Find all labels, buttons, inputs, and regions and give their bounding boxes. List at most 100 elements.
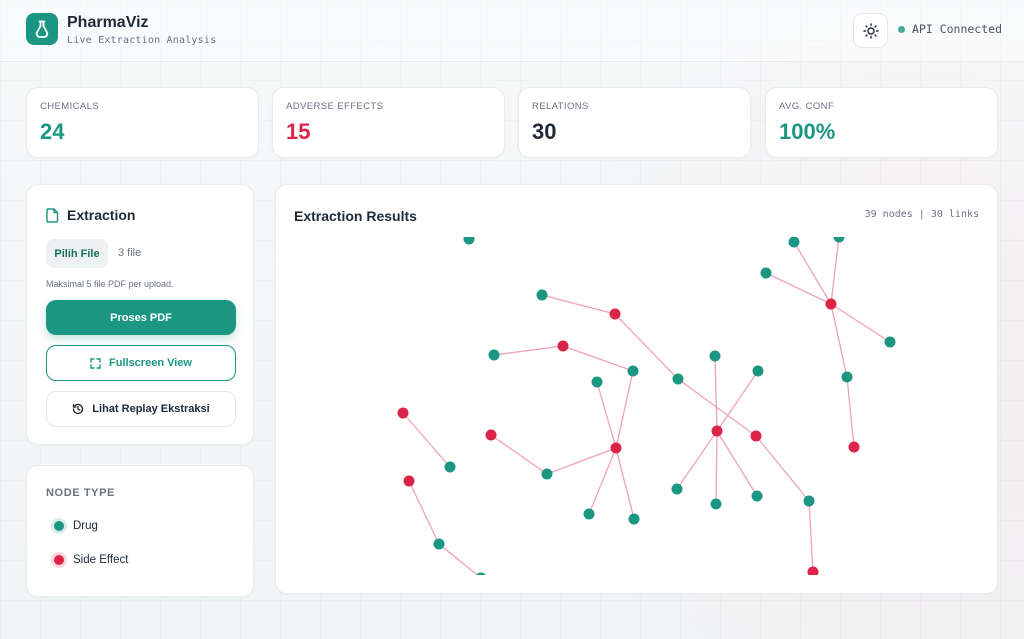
choose-file-button[interactable]: Pilih File — [46, 239, 108, 268]
expand-icon — [90, 357, 101, 369]
graph-link — [793, 241, 832, 305]
drug-node[interactable] — [671, 483, 683, 495]
side-effect-node[interactable] — [557, 340, 569, 352]
legend-item-side-effect: Side Effect — [54, 554, 128, 566]
drug-node[interactable] — [591, 376, 603, 388]
drug-node[interactable] — [833, 232, 845, 243]
side-effect-node[interactable] — [485, 429, 497, 441]
drug-node[interactable] — [476, 572, 487, 584]
drug-node[interactable] — [710, 498, 722, 510]
side-effect-dot-icon — [54, 555, 64, 565]
flask-icon[interactable] — [26, 13, 58, 45]
graph-link — [562, 345, 634, 372]
drug-node[interactable] — [752, 365, 764, 377]
legend-label: Drug — [73, 520, 98, 532]
extraction-panel: Extraction Pilih File 3 file Maksimal 5 … — [26, 184, 254, 445]
graph-link — [614, 313, 679, 380]
fullscreen-view-button[interactable]: Fullscreen View — [46, 345, 236, 381]
drug-dot-icon — [54, 521, 64, 531]
graph-link — [808, 500, 814, 573]
fullscreen-view-label: Fullscreen View — [109, 357, 192, 369]
drug-node[interactable] — [541, 468, 553, 480]
side-effect-node[interactable] — [825, 298, 837, 310]
drug-node[interactable] — [583, 508, 595, 520]
graph-link — [846, 376, 855, 448]
stat-card-chemicals: CHEMICALS 24 — [26, 87, 259, 158]
side-effect-node[interactable] — [711, 425, 723, 437]
graph-link — [438, 543, 479, 575]
graph-link — [596, 381, 617, 449]
stat-card-relations: RELATIONS 30 — [518, 87, 751, 158]
drug-node[interactable] — [841, 371, 853, 383]
drug-node[interactable] — [488, 349, 500, 361]
side-effect-node[interactable] — [610, 442, 622, 454]
app-header: PharmaViz Live Extraction Analysis API C… — [0, 0, 1024, 62]
results-title: Extraction Results — [294, 208, 417, 224]
graph-link — [615, 447, 635, 520]
api-status: API Connected — [898, 22, 1002, 36]
drug-node[interactable] — [672, 373, 684, 385]
graph-link — [490, 434, 548, 475]
side-effect-node[interactable] — [807, 566, 819, 578]
drug-node[interactable] — [627, 365, 639, 377]
graph-link — [830, 303, 848, 378]
graph-link — [588, 447, 617, 515]
stat-label: CHEMICALS — [40, 101, 100, 112]
stat-card-adverse-effects: ADVERSE EFFECTS 15 — [272, 87, 505, 158]
graph-link — [765, 272, 832, 305]
graph-link — [716, 430, 758, 497]
network-graph[interactable] — [276, 185, 998, 594]
api-status-label: API Connected — [912, 22, 1003, 36]
graph-link — [830, 303, 891, 343]
side-effect-node[interactable] — [397, 407, 409, 419]
replay-extraction-label: Lihat Replay Ekstraksi — [92, 403, 210, 415]
stat-label: ADVERSE EFFECTS — [286, 101, 384, 112]
legend-title: NODE TYPE — [46, 487, 115, 499]
graph-link — [755, 435, 810, 502]
graph-link — [716, 370, 759, 432]
drug-node[interactable] — [463, 234, 475, 245]
graph-link — [493, 345, 564, 356]
legend-item-drug: Drug — [54, 520, 98, 532]
graph-link — [615, 370, 634, 449]
drug-node[interactable] — [628, 513, 640, 525]
replay-extraction-button[interactable]: Lihat Replay Ekstraksi — [46, 391, 236, 427]
theme-toggle-button[interactable] — [853, 13, 888, 48]
drug-node[interactable] — [788, 237, 800, 248]
process-pdf-button[interactable]: Proses PDF — [46, 300, 236, 335]
drug-node[interactable] — [536, 289, 548, 301]
legend-panel: NODE TYPE Drug Side Effect — [26, 465, 254, 597]
graph-link — [541, 294, 616, 315]
graph-link — [715, 430, 718, 505]
file-icon — [46, 207, 59, 223]
drug-node[interactable] — [444, 461, 456, 473]
graph-link — [408, 480, 440, 545]
drug-node[interactable] — [751, 490, 763, 502]
stat-label: RELATIONS — [532, 101, 589, 112]
drug-node[interactable] — [760, 267, 772, 279]
side-effect-node[interactable] — [609, 308, 621, 320]
stat-value: 30 — [532, 119, 557, 144]
drug-node[interactable] — [709, 350, 721, 362]
stat-value: 15 — [286, 119, 311, 144]
drug-node[interactable] — [884, 336, 896, 348]
stat-card-avg-conf: AVG. CONF 100% — [765, 87, 998, 158]
app-subtitle: Live Extraction Analysis — [67, 35, 217, 46]
status-dot-icon — [898, 25, 905, 33]
drug-node[interactable] — [433, 538, 445, 550]
side-effect-node[interactable] — [750, 430, 762, 442]
side-effect-node[interactable] — [403, 475, 415, 487]
sun-icon — [862, 22, 879, 39]
side-effect-node[interactable] — [848, 441, 860, 453]
graph-link — [676, 430, 718, 490]
drug-node[interactable] — [803, 495, 815, 507]
graph-link — [402, 412, 451, 468]
results-panel: Extraction Results 39 nodes | 30 links — [275, 184, 998, 594]
stat-label: AVG. CONF — [779, 101, 835, 112]
graph-link — [546, 447, 617, 475]
results-meta: 39 nodes | 30 links — [864, 209, 979, 220]
extraction-title: Extraction — [67, 207, 136, 223]
process-pdf-label: Proses PDF — [110, 311, 172, 324]
graph-link — [830, 237, 840, 305]
upload-hint: Maksimal 5 file PDF per upload. — [46, 279, 174, 289]
